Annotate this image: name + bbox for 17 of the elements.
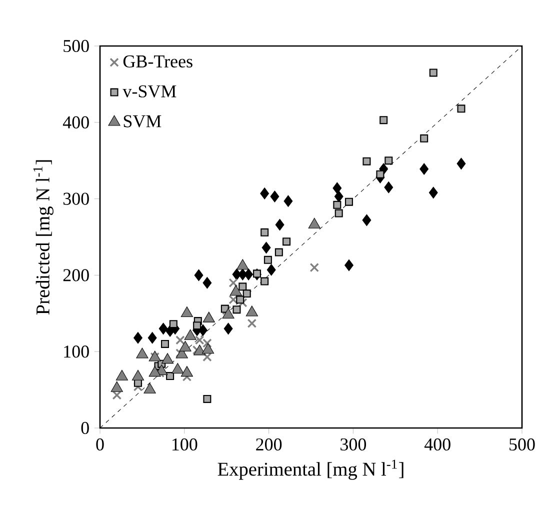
- x-tick-label: 200: [256, 438, 282, 451]
- y-tick-label: 400: [62, 116, 89, 128]
- legend-label: GB-Trees: [123, 55, 192, 68]
- legend-label: v-SVM: [122, 85, 176, 98]
- x-tick-label: 0: [96, 438, 104, 451]
- x-tick-label: 500: [510, 438, 535, 451]
- x-tick-label: 300: [340, 438, 366, 451]
- y-tick-label: 300: [63, 192, 89, 205]
- y-tick-label: 200: [63, 269, 89, 282]
- x-tick-label: 100: [172, 438, 198, 451]
- y-tick-label: 100: [64, 346, 89, 358]
- y-tick-label: 500: [64, 40, 89, 52]
- legend-label: SVM: [124, 115, 162, 128]
- y-tick-label: 0: [81, 422, 89, 434]
- x-tick-label: 400: [424, 438, 450, 451]
- y-axis-title: Predicted [mg N l$^{-1}$]: [33, 160, 54, 315]
- x-axis-title: Experimental [mg N l$^{-1}$]: [218, 460, 404, 480]
